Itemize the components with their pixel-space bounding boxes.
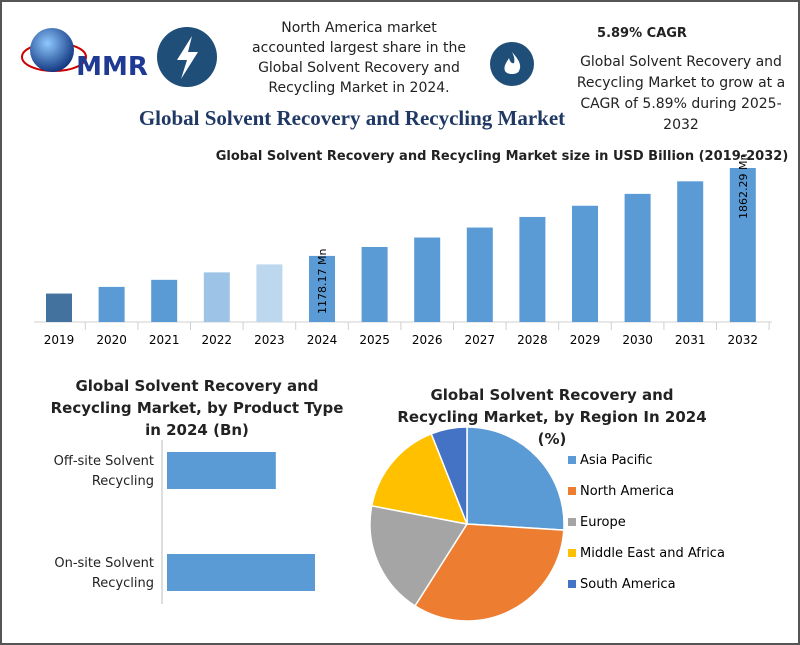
legend-label: Middle East and Africa [580,546,725,561]
pie-slice [466,426,565,531]
pie-title: Global Solvent Recovery and Recycling Ma… [397,386,707,448]
legend-swatch [568,580,576,588]
x-tick-label: 2019 [44,333,75,347]
bar [151,279,178,322]
value-label: 1862.29 Mn [737,154,750,219]
legend-swatch [568,549,576,557]
x-tick-label: 2032 [728,333,759,347]
bar [98,286,125,322]
callout-right: Global Solvent Recovery and Recycling Ma… [576,54,786,133]
x-tick-label: 2026 [412,333,443,347]
pie-slice [370,432,469,525]
x-tick-label: 2022 [202,333,233,347]
bolt [177,36,198,79]
bar-title: Global Solvent Recovery and Recycling Ma… [215,149,789,164]
bar [729,168,756,322]
cagr-title: 5.89% CAGR [597,26,687,41]
bar [46,293,72,322]
logo-text: MMR [76,52,148,82]
bar [519,216,546,322]
callout-left: North America market accounted largest s… [252,20,466,96]
hbar-title: Global Solvent Recovery and Recycling Ma… [50,377,344,439]
x-tick-label: 2024 [307,333,338,347]
flame [504,52,521,74]
bar [167,452,276,489]
legend-label: North America [580,484,674,499]
bar [572,205,598,322]
bar [466,227,493,322]
bar [414,237,441,322]
x-tick-label: 2030 [622,333,653,347]
bar [167,554,315,591]
legend-label: Europe [580,515,626,530]
value-label: 1178.17 Mn [316,249,329,314]
bar [624,193,651,322]
legend-swatch [568,487,576,495]
legend-swatch [568,456,576,464]
x-tick-label: 2031 [675,333,706,347]
x-tick-label: 2027 [465,333,496,347]
bar [361,246,388,322]
y-tick-label: On-site Solvent Recycling [54,556,154,591]
logo-globe [30,28,74,72]
bar [309,255,335,322]
bar [256,264,283,322]
x-tick-label: 2025 [359,333,390,347]
legend-label: South America [580,577,676,592]
x-tick-label: 2028 [517,333,548,347]
x-tick-label: 2021 [149,333,180,347]
bar [203,272,230,322]
legend-label: Asia Pacific [580,453,653,468]
x-tick-label: 2020 [96,333,127,347]
pie-slice [430,426,468,525]
legend-swatch [568,518,576,526]
bar [677,181,704,322]
main-title: Global Solvent Recovery and Recycling Ma… [138,106,566,130]
x-tick-label: 2023 [254,333,285,347]
y-tick-label: Off-site Solvent Recycling [53,454,154,489]
x-tick-label: 2029 [570,333,601,347]
pie-slice [369,504,469,607]
